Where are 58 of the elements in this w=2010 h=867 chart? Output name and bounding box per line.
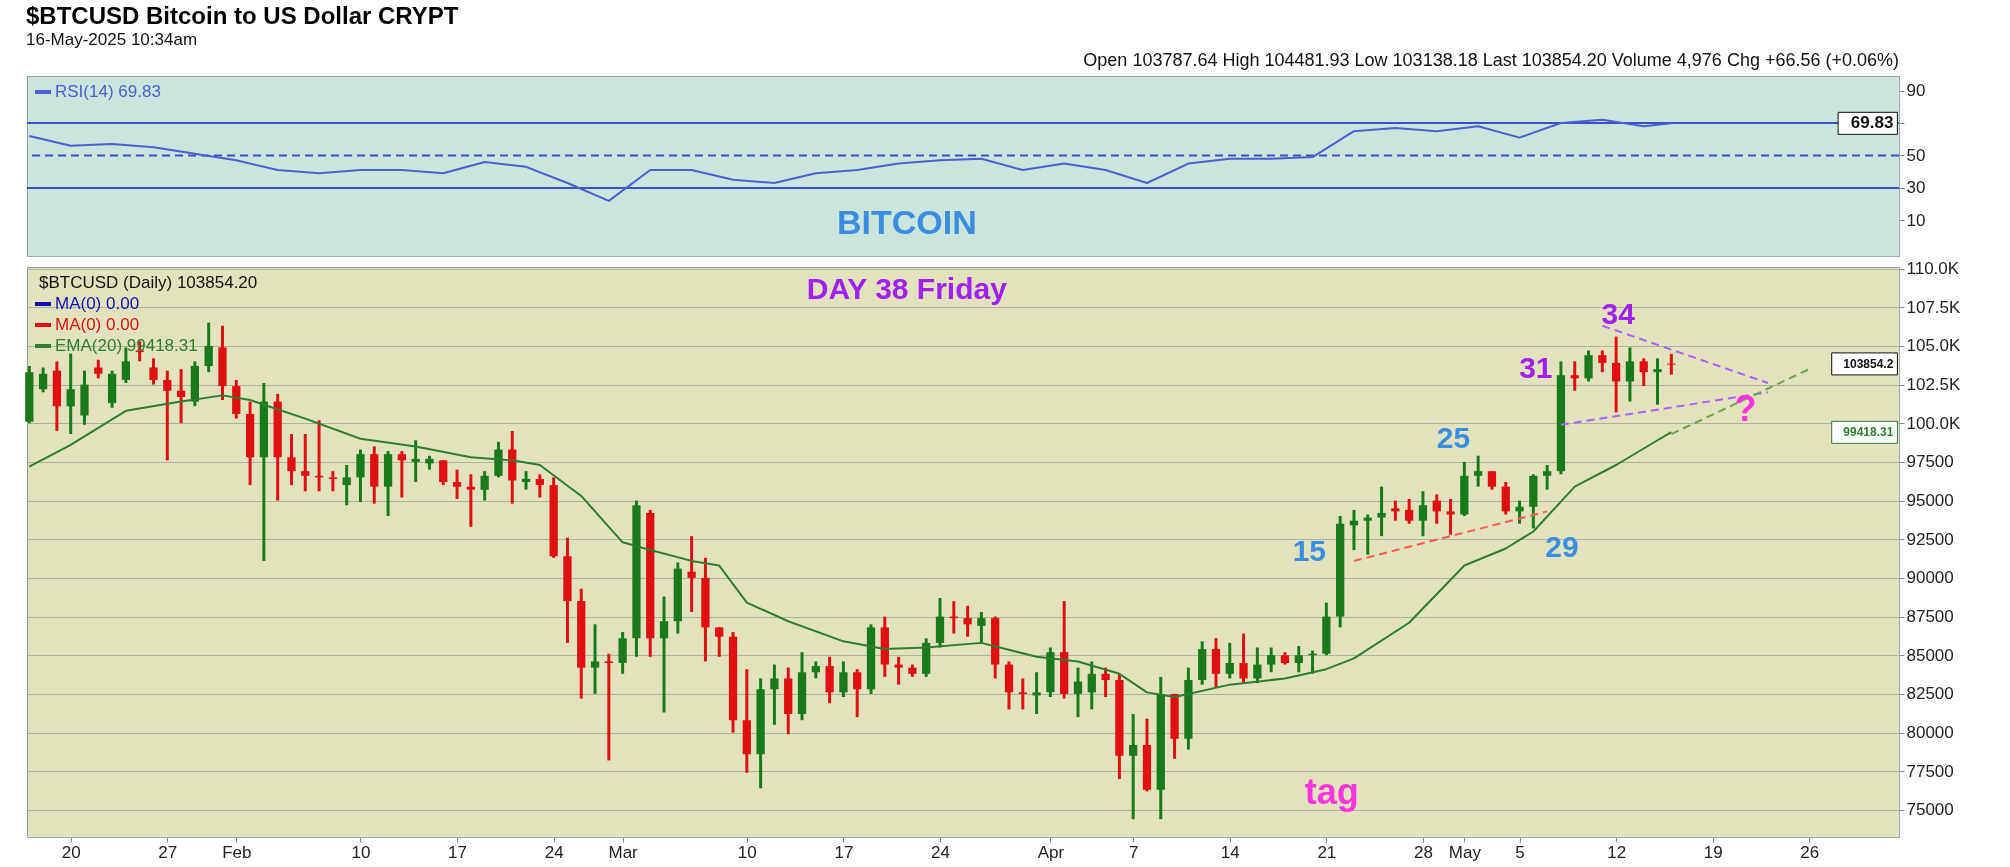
y-tick-label: 77500 [1906,761,1954,781]
x-tick-label: 26 [1800,842,1820,862]
x-tick-label: Apr [1037,842,1065,862]
annotation: DAY 38 Friday [806,271,1008,305]
y-tick-label: 80000 [1906,723,1954,743]
x-tick-label: Mar [608,842,639,862]
annotation: 29 [1545,530,1579,564]
y-tick-label: 90000 [1906,568,1954,588]
chart-subtitle: 16-May-2025 10:34am [26,30,198,49]
y-tick-label: 100.0K [1906,413,1962,433]
annotation: 99418.31 [1843,425,1894,440]
x-tick-label: 27 [158,842,178,862]
annotation: ? [1734,387,1757,429]
legend-label: MA(0) 0.00 [55,294,140,313]
annotation: 103854.2 [1843,356,1894,371]
x-tick-label: 17 [834,842,854,862]
chart-title: $BTCUSD Bitcoin to US Dollar CRYPT [26,2,459,29]
y-tick-label: 50 [1906,145,1926,165]
y-tick-label: 95000 [1906,491,1954,511]
y-tick-label: 102.5K [1906,375,1962,395]
y-tick-label: 92500 [1906,529,1954,549]
y-tick-label: 75000 [1906,800,1954,820]
text: Open 103787.64 High 104481.93 Low 103138.18 Last 103854.20 Volume 4,976 Chg +66.56 (+0.06%) [1083,50,1899,70]
x-tick-label: 20 [61,842,81,862]
annotation: 25 [1436,421,1471,455]
y-tick-label: 10 [1906,210,1926,230]
x-tick-label: 28 [1413,842,1433,862]
y-tick-label: 105.0K [1906,336,1962,356]
y-tick-label: 87500 [1906,607,1954,627]
x-tick-label: 24 [544,842,564,862]
x-tick-label: 21 [1317,842,1337,862]
x-tick-label: 12 [1607,842,1627,862]
x-tick-label: 17 [448,842,468,862]
annotation: tag [1304,770,1359,812]
y-tick-label: 97500 [1906,452,1954,472]
y-tick-label: 30 [1906,178,1926,198]
y-tick-label: 85000 [1906,645,1954,665]
y-tick-label: 110.0K [1906,259,1960,279]
y-tick-label: 82500 [1906,684,1954,704]
x-tick-label: Feb [222,842,252,862]
annotation: 34 [1601,297,1636,331]
x-tick-label: 24 [931,842,950,862]
x-tick-label: May [1448,842,1482,862]
x-tick-label: 5 [1515,842,1525,862]
y-tick-label: 107.5K [1906,297,1962,317]
x-tick-label: 10 [351,842,371,862]
x-tick-label: 10 [737,842,757,862]
annotation: 31 [1519,351,1553,385]
x-tick-label: 7 [1128,842,1139,862]
annotation: 69.83 [1850,113,1894,133]
legend-label: RSI(14) 69.83 [55,82,161,101]
x-tick-label: 14 [1220,842,1240,862]
legend-title: $BTCUSD (Daily) 103854.20 [39,273,258,292]
annotation: 15 [1292,534,1327,567]
x-tick-label: 19 [1703,842,1723,862]
legend-label: MA(0) 0.00 [55,315,140,334]
annotation: BITCOIN [836,202,977,241]
y-tick-label: 90 [1906,81,1926,101]
